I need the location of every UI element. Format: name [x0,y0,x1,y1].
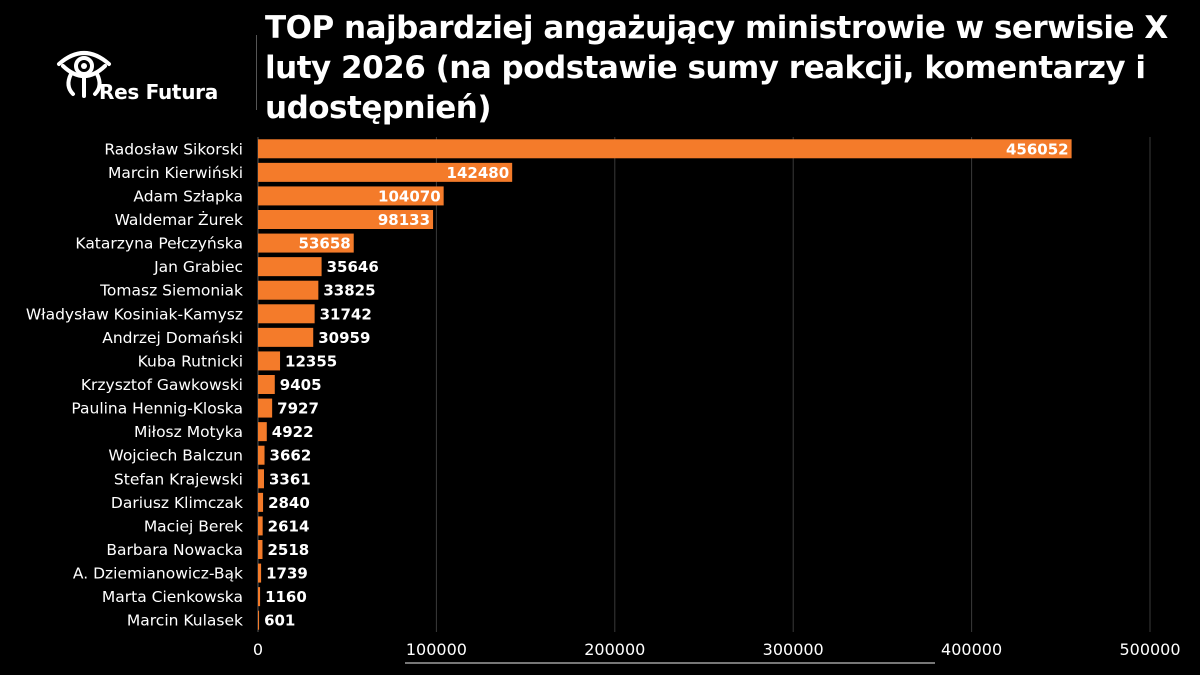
category-label: Wojciech Balczun [108,447,243,465]
x-tick-label: 500000 [1119,640,1180,659]
brand-logo: Res Futura [55,42,245,112]
x-tick-label: 100000 [406,640,467,659]
brand-name: Res Futura [99,80,218,104]
data-label: 30959 [318,329,370,347]
category-label: Radosław Sikorski [104,140,243,158]
data-label: 7927 [277,400,319,418]
data-label: 1160 [265,588,307,606]
category-label: Katarzyna Pełczyńska [75,235,243,253]
data-label: 4922 [272,423,314,441]
category-label: Paulina Hennig-Kloska [71,400,243,418]
category-label: Dariusz Klimczak [111,494,243,512]
data-label: 1739 [266,565,308,583]
data-label: 456052 [1006,140,1069,158]
bar [258,516,263,536]
category-label: Waldemar Żurek [115,210,243,229]
bar [258,139,1072,159]
data-label: 98133 [378,211,430,229]
data-label: 33825 [323,282,375,300]
bar [258,492,264,512]
bar [258,210,434,229]
x-tick-label: 400000 [941,640,1002,659]
x-tick-label: 300000 [763,640,824,659]
chart-title: TOP najbardziej angażujący ministrowie w… [265,10,1168,126]
data-label: 601 [264,612,295,630]
bar [258,540,263,559]
eye-icon [57,51,111,98]
bar [258,162,513,182]
category-label: Władysław Kosiniak-Kamysz [26,305,243,323]
data-label: 12355 [285,352,337,370]
data-label: 142480 [447,164,510,182]
category-label: Barbara Nowacka [106,541,243,559]
bar [258,398,273,418]
category-label: Miłosz Motyka [134,423,243,441]
header-divider [256,35,257,110]
data-label: 53658 [299,235,351,253]
category-label: Marcin Kulasek [127,612,243,630]
x-tick-label: 0 [253,640,263,659]
data-label: 3662 [270,447,312,465]
bar [258,375,275,394]
category-label: Marcin Kierwiński [108,164,243,182]
bar [258,445,265,465]
bar [258,422,267,442]
bar [258,587,261,607]
data-label: 2614 [268,517,310,535]
category-label: Tomasz Siemoniak [99,282,243,300]
bar [258,351,281,371]
x-tick-label: 200000 [584,640,645,659]
category-label: A. Dziemianowicz-Bąk [73,565,243,583]
bar [258,280,319,300]
bar [258,304,315,324]
data-label: 3361 [269,470,311,488]
category-label: Andrzej Domański [102,329,243,347]
bars [258,139,1072,630]
bar [258,233,354,253]
bar [258,469,264,489]
bar [258,610,260,630]
category-label: Stefan Krajewski [114,470,243,488]
data-label: 2840 [268,494,310,512]
bar [258,563,262,583]
data-label: 2518 [267,541,309,559]
data-label: 35646 [327,258,379,276]
bottom-rule [405,662,935,664]
data-label: 9405 [280,376,322,394]
data-label: 104070 [378,187,441,205]
bar [258,186,444,206]
category-label: Jan Grabiec [153,258,243,276]
data-label: 31742 [320,305,372,323]
bar [258,257,322,277]
category-label: Marta Cienkowska [102,588,243,606]
category-label: Maciej Berek [144,517,243,535]
category-label: Adam Szłapka [133,187,243,205]
labels: 0 100000 200000 300000 400000 500000 Radosław … [26,140,1181,659]
category-label: Krzysztof Gawkowski [81,376,243,394]
bar [258,327,314,347]
category-label: Kuba Rutnicki [138,352,243,370]
